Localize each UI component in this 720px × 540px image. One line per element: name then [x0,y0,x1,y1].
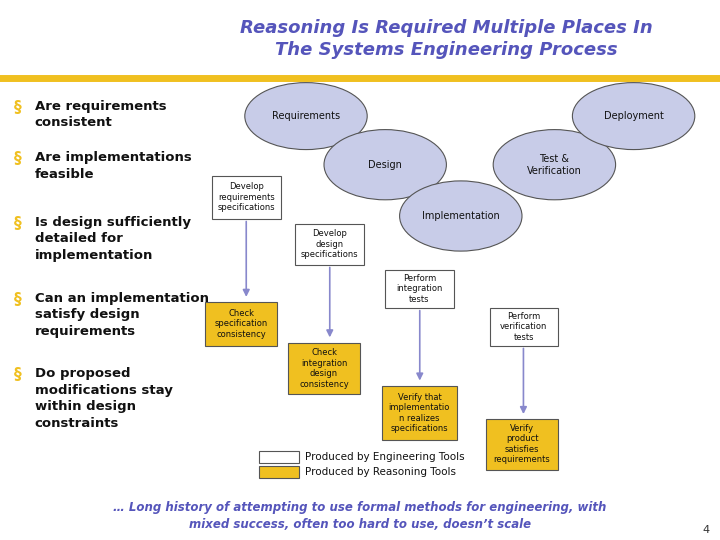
Text: Deployment: Deployment [603,111,664,121]
Text: Develop
requirements
specifications: Develop requirements specifications [217,182,276,212]
Text: Check
integration
design
consistency: Check integration design consistency [299,348,349,389]
Text: Produced by Engineering Tools: Produced by Engineering Tools [305,452,464,462]
Text: 4: 4 [702,524,709,535]
Text: §: § [14,100,22,115]
Text: §: § [14,216,22,231]
Bar [295,224,364,265]
Text: Perform
verification
tests: Perform verification tests [500,312,547,342]
Text: … Long history of attempting to use formal methods for engineering, with
mixed s: … Long history of attempting to use form… [113,501,607,531]
Bar [288,343,360,394]
Bar [382,386,457,440]
Text: Test &
Verification: Test & Verification [527,154,582,176]
Bar [385,270,454,308]
Text: Implementation: Implementation [422,211,500,221]
Ellipse shape [245,83,367,150]
Ellipse shape [493,130,616,200]
Bar [205,302,277,346]
Text: Are requirements
consistent: Are requirements consistent [35,100,166,130]
Text: §: § [14,151,22,166]
Text: Design: Design [368,160,402,170]
Bar [259,466,299,478]
Text: Do proposed
modifications stay
within design
constraints: Do proposed modifications stay within de… [35,367,172,430]
Ellipse shape [572,83,695,150]
Bar [212,176,281,219]
Text: §: § [14,292,22,307]
Text: §: § [14,367,22,382]
Text: Verify
product
satisfies
requirements: Verify product satisfies requirements [494,424,550,464]
Text: Develop
design
specifications: Develop design specifications [300,230,359,259]
Text: Verify that
implementatio
n realizes
specifications: Verify that implementatio n realizes spe… [389,393,450,433]
Text: Are implementations
feasible: Are implementations feasible [35,151,192,181]
Text: Reasoning Is Required Multiple Places In
The Systems Engineering Process: Reasoning Is Required Multiple Places In… [240,19,653,59]
Text: Is design sufficiently
detailed for
implementation: Is design sufficiently detailed for impl… [35,216,191,262]
Text: Can an implementation
satisfy design
requirements: Can an implementation satisfy design req… [35,292,209,338]
Ellipse shape [400,181,522,251]
Bar [486,418,558,470]
Bar [259,451,299,463]
Text: Requirements: Requirements [272,111,340,121]
Text: Perform
integration
tests: Perform integration tests [396,274,443,304]
Ellipse shape [324,130,446,200]
Text: Produced by Reasoning Tools: Produced by Reasoning Tools [305,467,456,477]
Text: Check
specification
consistency: Check specification consistency [215,309,268,339]
Bar [490,308,558,346]
